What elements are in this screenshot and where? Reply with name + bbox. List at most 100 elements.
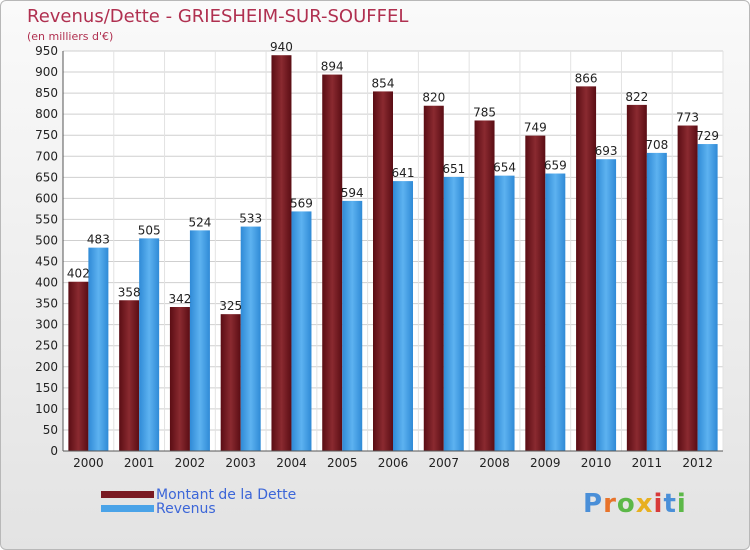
legend-swatch-revenus (101, 505, 154, 512)
bar-revenus-2002 (189, 230, 210, 451)
y-tick-label: 850 (35, 86, 58, 100)
data-label-dette-2007: 820 (422, 91, 445, 105)
bar-dette-2003 (220, 314, 241, 451)
bar-dette-2004 (271, 55, 292, 452)
logo-letter: i (676, 489, 687, 519)
bar-dette-2000 (68, 281, 89, 451)
y-tick-label: 350 (35, 297, 58, 311)
chart-title: Revenus/Dette - GRIESHEIM-SUR-SOUFFEL (27, 6, 409, 27)
y-tick-label: 0 (50, 444, 58, 458)
bar-revenus-2011 (646, 152, 667, 452)
logo-letter: t (663, 489, 677, 519)
proxiti-logo: Proxiti (583, 489, 687, 519)
x-tick-label: 2003 (225, 456, 256, 470)
x-tick-label: 2008 (479, 456, 510, 470)
y-tick-label: 300 (35, 318, 58, 332)
logo-letter: P (583, 489, 604, 519)
y-tick-label: 550 (35, 212, 58, 226)
legend-swatch-dette (101, 491, 154, 498)
x-tick-label: 2010 (581, 456, 612, 470)
chart-subtitle: (en milliers d'€) (27, 30, 114, 43)
y-tick-label: 200 (35, 360, 58, 374)
bar-dette-2005 (322, 74, 343, 451)
logo-letter: x (635, 489, 654, 519)
y-tick-label: 100 (35, 402, 58, 416)
axes: 0 50 100 150 200 250 300 350 400 450 500 550 600 650 7… (35, 44, 723, 470)
data-label-revenus-2000: 483 (87, 233, 110, 247)
bar-revenus-2004 (291, 211, 312, 451)
bar-revenus-2006 (393, 181, 413, 451)
y-tick-label: 750 (35, 128, 58, 142)
y-tick-label: 800 (35, 107, 58, 121)
data-label-dette-2005: 894 (321, 60, 344, 74)
x-tick-label: 2000 (73, 456, 104, 470)
bar-dette-2012 (677, 125, 698, 452)
bar-revenus-2008 (494, 175, 515, 451)
bar-revenus-2000 (88, 247, 109, 451)
x-tick-label: 2002 (175, 456, 206, 470)
x-tick-label: 2004 (276, 456, 307, 470)
logo-letter: i (653, 489, 664, 519)
y-tick-label: 50 (43, 423, 58, 437)
data-label-revenus-2011: 708 (645, 138, 668, 152)
data-label-dette-2003: 325 (219, 299, 242, 313)
data-label-dette-2002: 342 (168, 292, 191, 306)
bar-dette-2010 (576, 86, 597, 452)
data-label-dette-2009: 749 (524, 121, 547, 135)
y-tick-label: 600 (35, 191, 58, 205)
y-tick-label: 650 (35, 170, 58, 184)
bar-dette-2008 (474, 120, 495, 451)
bar-revenus-2009 (545, 173, 566, 452)
data-label-dette-2011: 822 (625, 90, 648, 104)
bar-revenus-2003 (240, 226, 261, 451)
bars (68, 55, 718, 452)
data-label-revenus-2005: 594 (341, 186, 364, 200)
bar-revenus-2007 (443, 176, 464, 452)
data-label-revenus-2003: 533 (239, 212, 262, 226)
bar-revenus-2010 (596, 159, 617, 452)
bar-dette-2011 (626, 104, 647, 451)
bar-dette-2002 (169, 307, 190, 451)
data-label-revenus-2008: 654 (493, 161, 516, 175)
data-label-dette-2008: 785 (473, 105, 496, 119)
data-label-dette-2010: 866 (575, 71, 598, 85)
y-tick-label: 950 (35, 44, 58, 58)
data-label-revenus-2001: 505 (138, 223, 161, 237)
y-tick-label: 400 (35, 276, 58, 290)
data-label-revenus-2012: 729 (696, 129, 719, 143)
data-label-dette-2001: 358 (118, 285, 141, 299)
x-tick-label: 2009 (530, 456, 561, 470)
bar-revenus-2005 (342, 200, 363, 451)
x-tick-label: 2001 (124, 456, 155, 470)
x-tick-label: 2007 (428, 456, 459, 470)
y-tick-label: 150 (35, 381, 58, 395)
x-tick-label: 2005 (327, 456, 358, 470)
data-labels: 402 483 358 505 342 524 325 533 940 569 894 594 854 6… (67, 40, 719, 313)
bar-dette-2007 (423, 105, 444, 451)
data-label-revenus-2006: 641 (392, 166, 415, 180)
y-tick-label: 700 (35, 149, 58, 163)
logo-letter: o (616, 489, 636, 519)
y-tick-label: 450 (35, 255, 58, 269)
logo-letter: r (603, 489, 617, 519)
legend-label-dette: Montant de la Dette (156, 487, 297, 503)
data-label-dette-2006: 854 (372, 76, 395, 90)
data-label-revenus-2002: 524 (188, 215, 211, 229)
y-tick-label: 500 (35, 233, 58, 247)
x-tick-label: 2006 (378, 456, 409, 470)
data-label-revenus-2004: 569 (290, 196, 313, 210)
bar-dette-2001 (119, 300, 140, 451)
y-tick-label: 900 (35, 65, 58, 79)
bar-dette-2009 (525, 135, 546, 451)
legend-label-revenus: Revenus (156, 501, 216, 517)
data-label-revenus-2007: 651 (442, 162, 465, 176)
data-label-dette-2012: 773 (676, 111, 699, 125)
bar-dette-2006 (373, 91, 393, 451)
x-tick-label: 2012 (682, 456, 713, 470)
x-tick-label: 2011 (632, 456, 663, 470)
data-label-revenus-2010: 693 (595, 144, 618, 158)
bar-revenus-2001 (139, 238, 160, 451)
data-label-revenus-2009: 659 (544, 159, 567, 173)
bar-revenus-2012 (697, 144, 718, 452)
